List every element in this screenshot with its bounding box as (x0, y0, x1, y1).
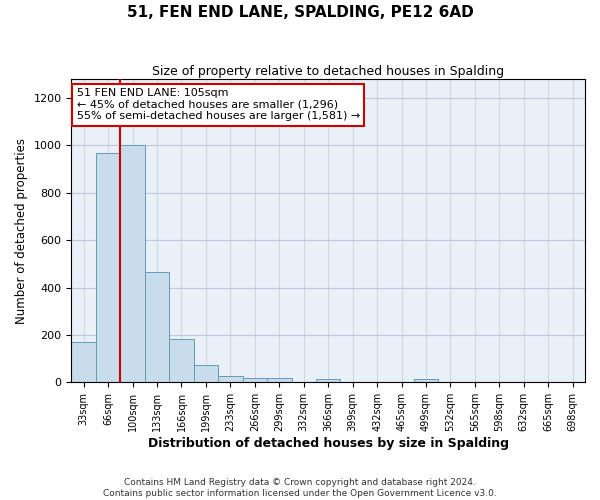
Bar (145, 272, 169, 382)
Bar (96, 152, 121, 382)
Bar (121, 146, 145, 382)
Bar (267, 378, 292, 382)
Text: Contains HM Land Registry data © Crown copyright and database right 2024.
Contai: Contains HM Land Registry data © Crown c… (103, 478, 497, 498)
Bar (218, 376, 242, 382)
Bar (414, 379, 438, 382)
Text: 51, FEN END LANE, SPALDING, PE12 6AD: 51, FEN END LANE, SPALDING, PE12 6AD (127, 5, 473, 20)
Bar (316, 379, 340, 382)
Y-axis label: Number of detached properties: Number of detached properties (15, 138, 28, 324)
Bar (71, 342, 96, 382)
Bar (242, 378, 267, 382)
Bar (169, 338, 194, 382)
Bar (194, 364, 218, 382)
X-axis label: Distribution of detached houses by size in Spalding: Distribution of detached houses by size … (148, 437, 509, 450)
Text: 51 FEN END LANE: 105sqm
← 45% of detached houses are smaller (1,296)
55% of semi: 51 FEN END LANE: 105sqm ← 45% of detache… (77, 88, 360, 122)
Title: Size of property relative to detached houses in Spalding: Size of property relative to detached ho… (152, 65, 504, 78)
